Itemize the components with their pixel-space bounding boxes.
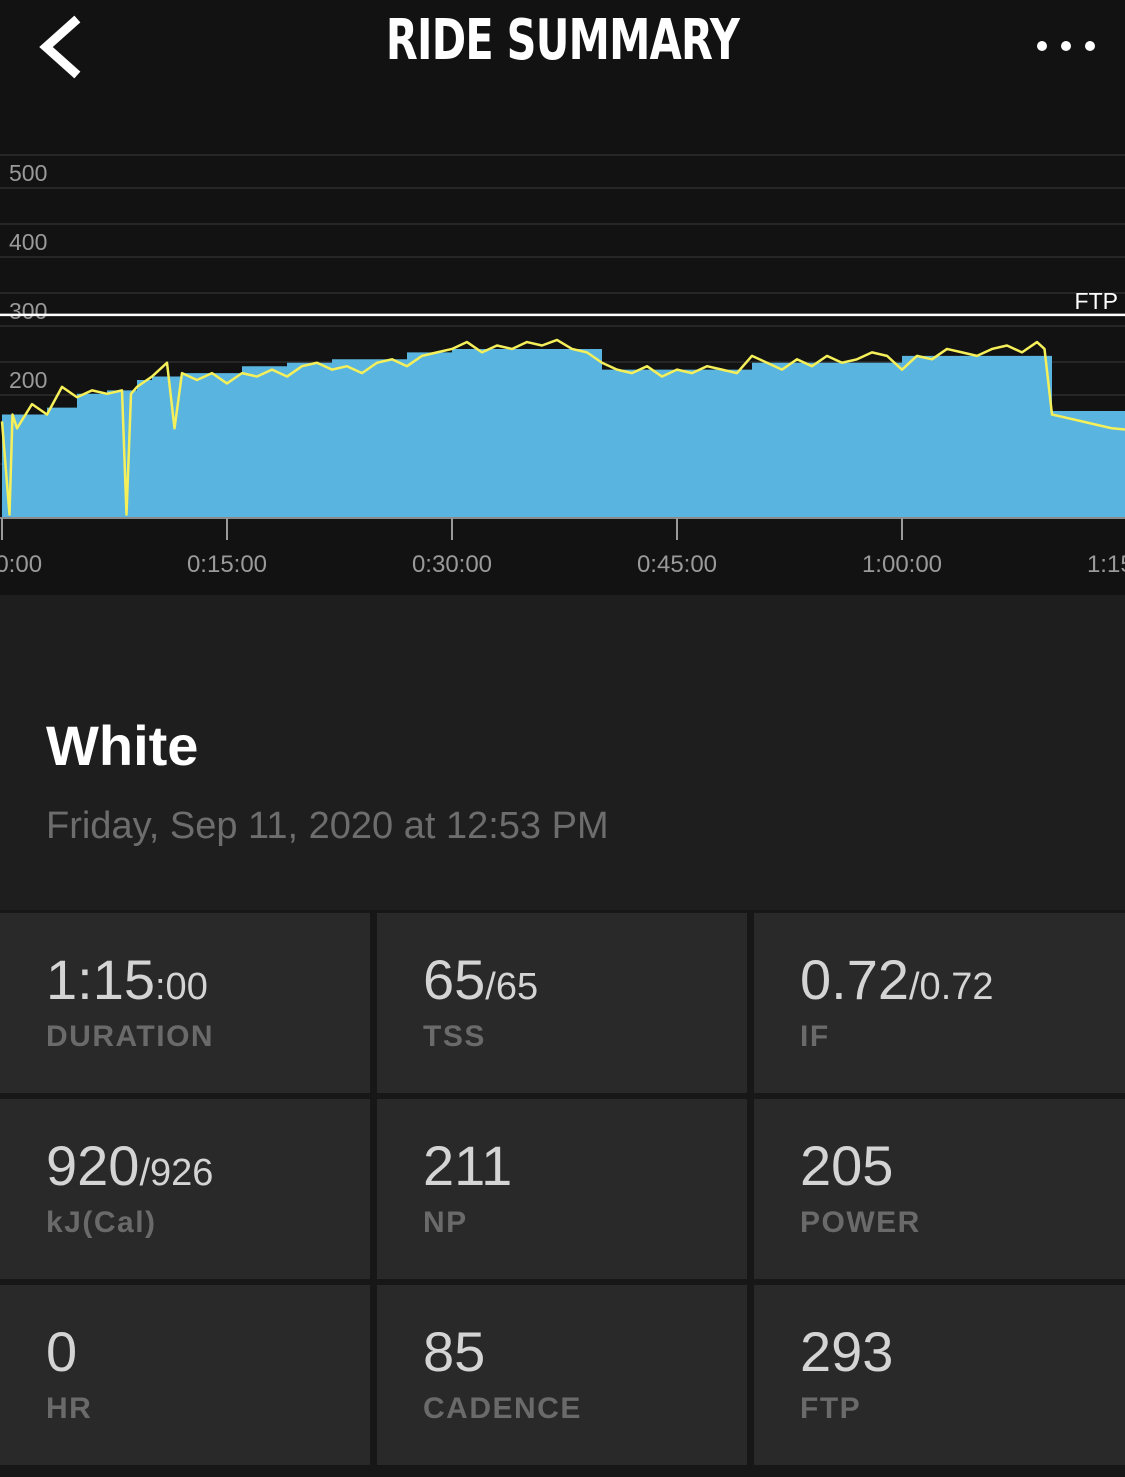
x-tick-label: 0:45:00 <box>637 551 717 578</box>
ride-date: Friday, Sep 11, 2020 at 12:53 PM <box>46 805 609 847</box>
power-chart-svg: 500 400 300 200 FTP 0:00:00 0:15:00 0:30:00 0:45… <box>0 154 1125 578</box>
stat-label: HR <box>46 1392 93 1425</box>
stats-grid: 1:15:00 DURATION 65/65 TSS 0.72/0.72 IF … <box>0 910 1125 1477</box>
stat-value: 65/65 <box>423 948 539 1011</box>
y-tick-label: 400 <box>9 229 47 255</box>
stat-tss: 65/65 TSS <box>377 913 747 1093</box>
stat-cadence: 85 CADENCE <box>377 1285 747 1465</box>
stat-ftp: 293 FTP <box>754 1285 1125 1465</box>
y-tick-label: 300 <box>9 298 47 324</box>
stat-label: FTP <box>800 1392 862 1425</box>
stat-value: 293 <box>800 1320 894 1383</box>
y-tick-label: 200 <box>9 367 47 393</box>
stat-label: DURATION <box>46 1020 215 1053</box>
stat-label: kJ(Cal) <box>46 1206 157 1239</box>
more-horizontal-icon <box>1085 41 1095 51</box>
stat-value: 1:15:00 <box>46 948 208 1011</box>
x-tick-label: 1:00:00 <box>862 551 942 578</box>
stat-label: POWER <box>800 1206 921 1239</box>
stat-value: 920/926 <box>46 1134 214 1197</box>
power-chart[interactable]: 500 400 300 200 FTP 0:00:00 0:15:00 0:30:00 0:45… <box>0 100 1125 595</box>
stat-value: 0.72/0.72 <box>800 948 994 1011</box>
stat-duration: 1:15:00 DURATION <box>0 913 370 1093</box>
stat-np: 211 NP <box>377 1099 747 1279</box>
ride-name: White <box>46 714 199 777</box>
back-button[interactable] <box>32 14 92 80</box>
page-title: RIDE SUMMARY <box>385 8 740 73</box>
more-button[interactable] <box>1031 28 1101 64</box>
stat-label: TSS <box>423 1020 486 1053</box>
x-tick-label: 0:30:00 <box>412 551 492 578</box>
stat-if: 0.72/0.72 IF <box>754 913 1125 1093</box>
more-horizontal-icon <box>1061 41 1071 51</box>
more-horizontal-icon <box>1037 41 1047 51</box>
stat-value: 205 <box>800 1134 894 1197</box>
stat-label: NP <box>423 1206 468 1239</box>
stat-hr: 0 HR <box>0 1285 370 1465</box>
top-bar: RIDE SUMMARY <box>0 0 1125 100</box>
y-tick-label: 500 <box>9 160 47 186</box>
ride-info: White Friday, Sep 11, 2020 at 12:53 PM <box>0 595 1125 910</box>
stat-value: 0 <box>46 1320 78 1383</box>
x-tick-label: 0:00:00 <box>0 551 42 578</box>
chevron-left-icon <box>39 15 81 79</box>
target-power-area <box>2 348 1125 518</box>
x-tick-label: 0:15:00 <box>187 551 267 578</box>
stat-kj: 920/926 kJ(Cal) <box>0 1099 370 1279</box>
stat-label: CADENCE <box>423 1392 582 1425</box>
stat-label: IF <box>800 1020 830 1053</box>
stat-value: 85 <box>423 1320 486 1383</box>
stat-power: 205 POWER <box>754 1099 1125 1279</box>
x-tick-label: 1:15:00 <box>1087 551 1125 578</box>
stat-value: 211 <box>423 1134 513 1197</box>
ftp-label: FTP <box>1075 288 1118 314</box>
actual-power-line <box>0 338 1125 516</box>
